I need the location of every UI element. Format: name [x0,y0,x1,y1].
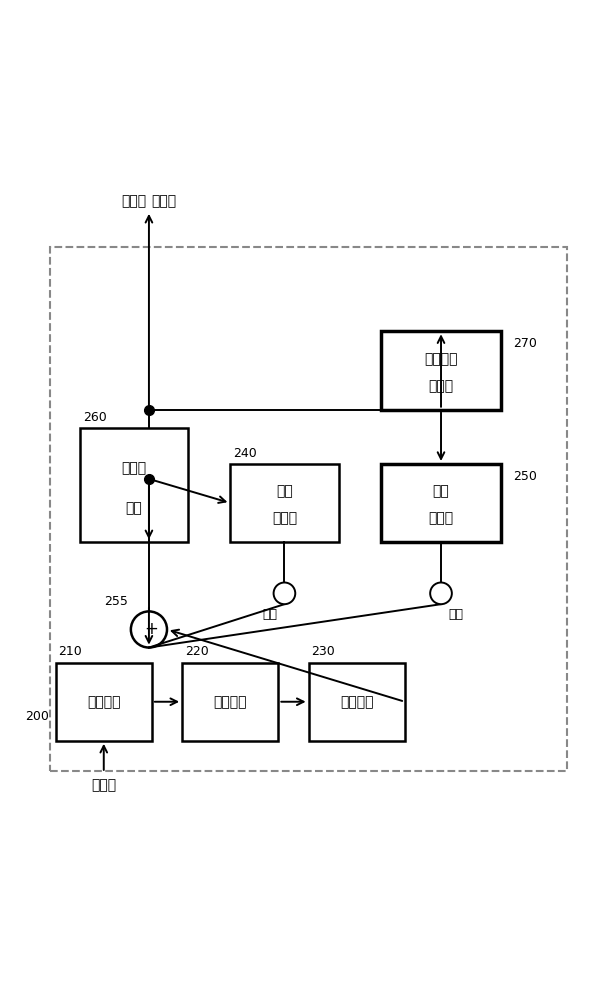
Text: 所重構: 所重構 [122,194,146,208]
Text: 補償器: 補償器 [428,512,454,526]
Text: +: + [144,620,158,638]
FancyBboxPatch shape [231,464,339,542]
Text: 濾波器: 濾波器 [122,461,146,475]
Circle shape [273,583,295,604]
Text: 270: 270 [513,337,537,350]
FancyBboxPatch shape [381,331,501,410]
Circle shape [131,611,167,648]
Text: 200: 200 [25,710,50,723]
FancyBboxPatch shape [80,428,188,542]
Text: 240: 240 [234,447,257,460]
Text: 210: 210 [59,645,82,658]
Text: 幀內: 幀內 [262,608,277,621]
Text: 參考畫面: 參考畫面 [424,352,458,366]
Text: 幀內: 幀內 [276,484,293,498]
Text: 260: 260 [83,411,106,424]
Text: 230: 230 [312,645,335,658]
FancyBboxPatch shape [182,663,278,741]
Text: 255: 255 [104,595,128,608]
Text: 運動: 運動 [433,484,450,498]
FancyBboxPatch shape [381,464,501,542]
Text: 熵解碼器: 熵解碼器 [87,695,120,709]
Text: 預測器: 預測器 [272,512,297,526]
FancyBboxPatch shape [56,663,152,741]
Circle shape [430,583,452,604]
Text: 比特流: 比特流 [91,778,116,792]
Text: 單元: 單元 [125,501,142,515]
Text: 250: 250 [513,470,537,483]
Text: 逆變換器: 逆變換器 [340,695,373,709]
Text: 220: 220 [185,645,209,658]
Text: 的畫面: 的畫面 [151,194,177,208]
Text: 反量化器: 反量化器 [214,695,247,709]
Text: 緩沖器: 緩沖器 [428,379,454,393]
FancyBboxPatch shape [309,663,405,741]
Text: 幀間: 幀間 [448,608,463,621]
